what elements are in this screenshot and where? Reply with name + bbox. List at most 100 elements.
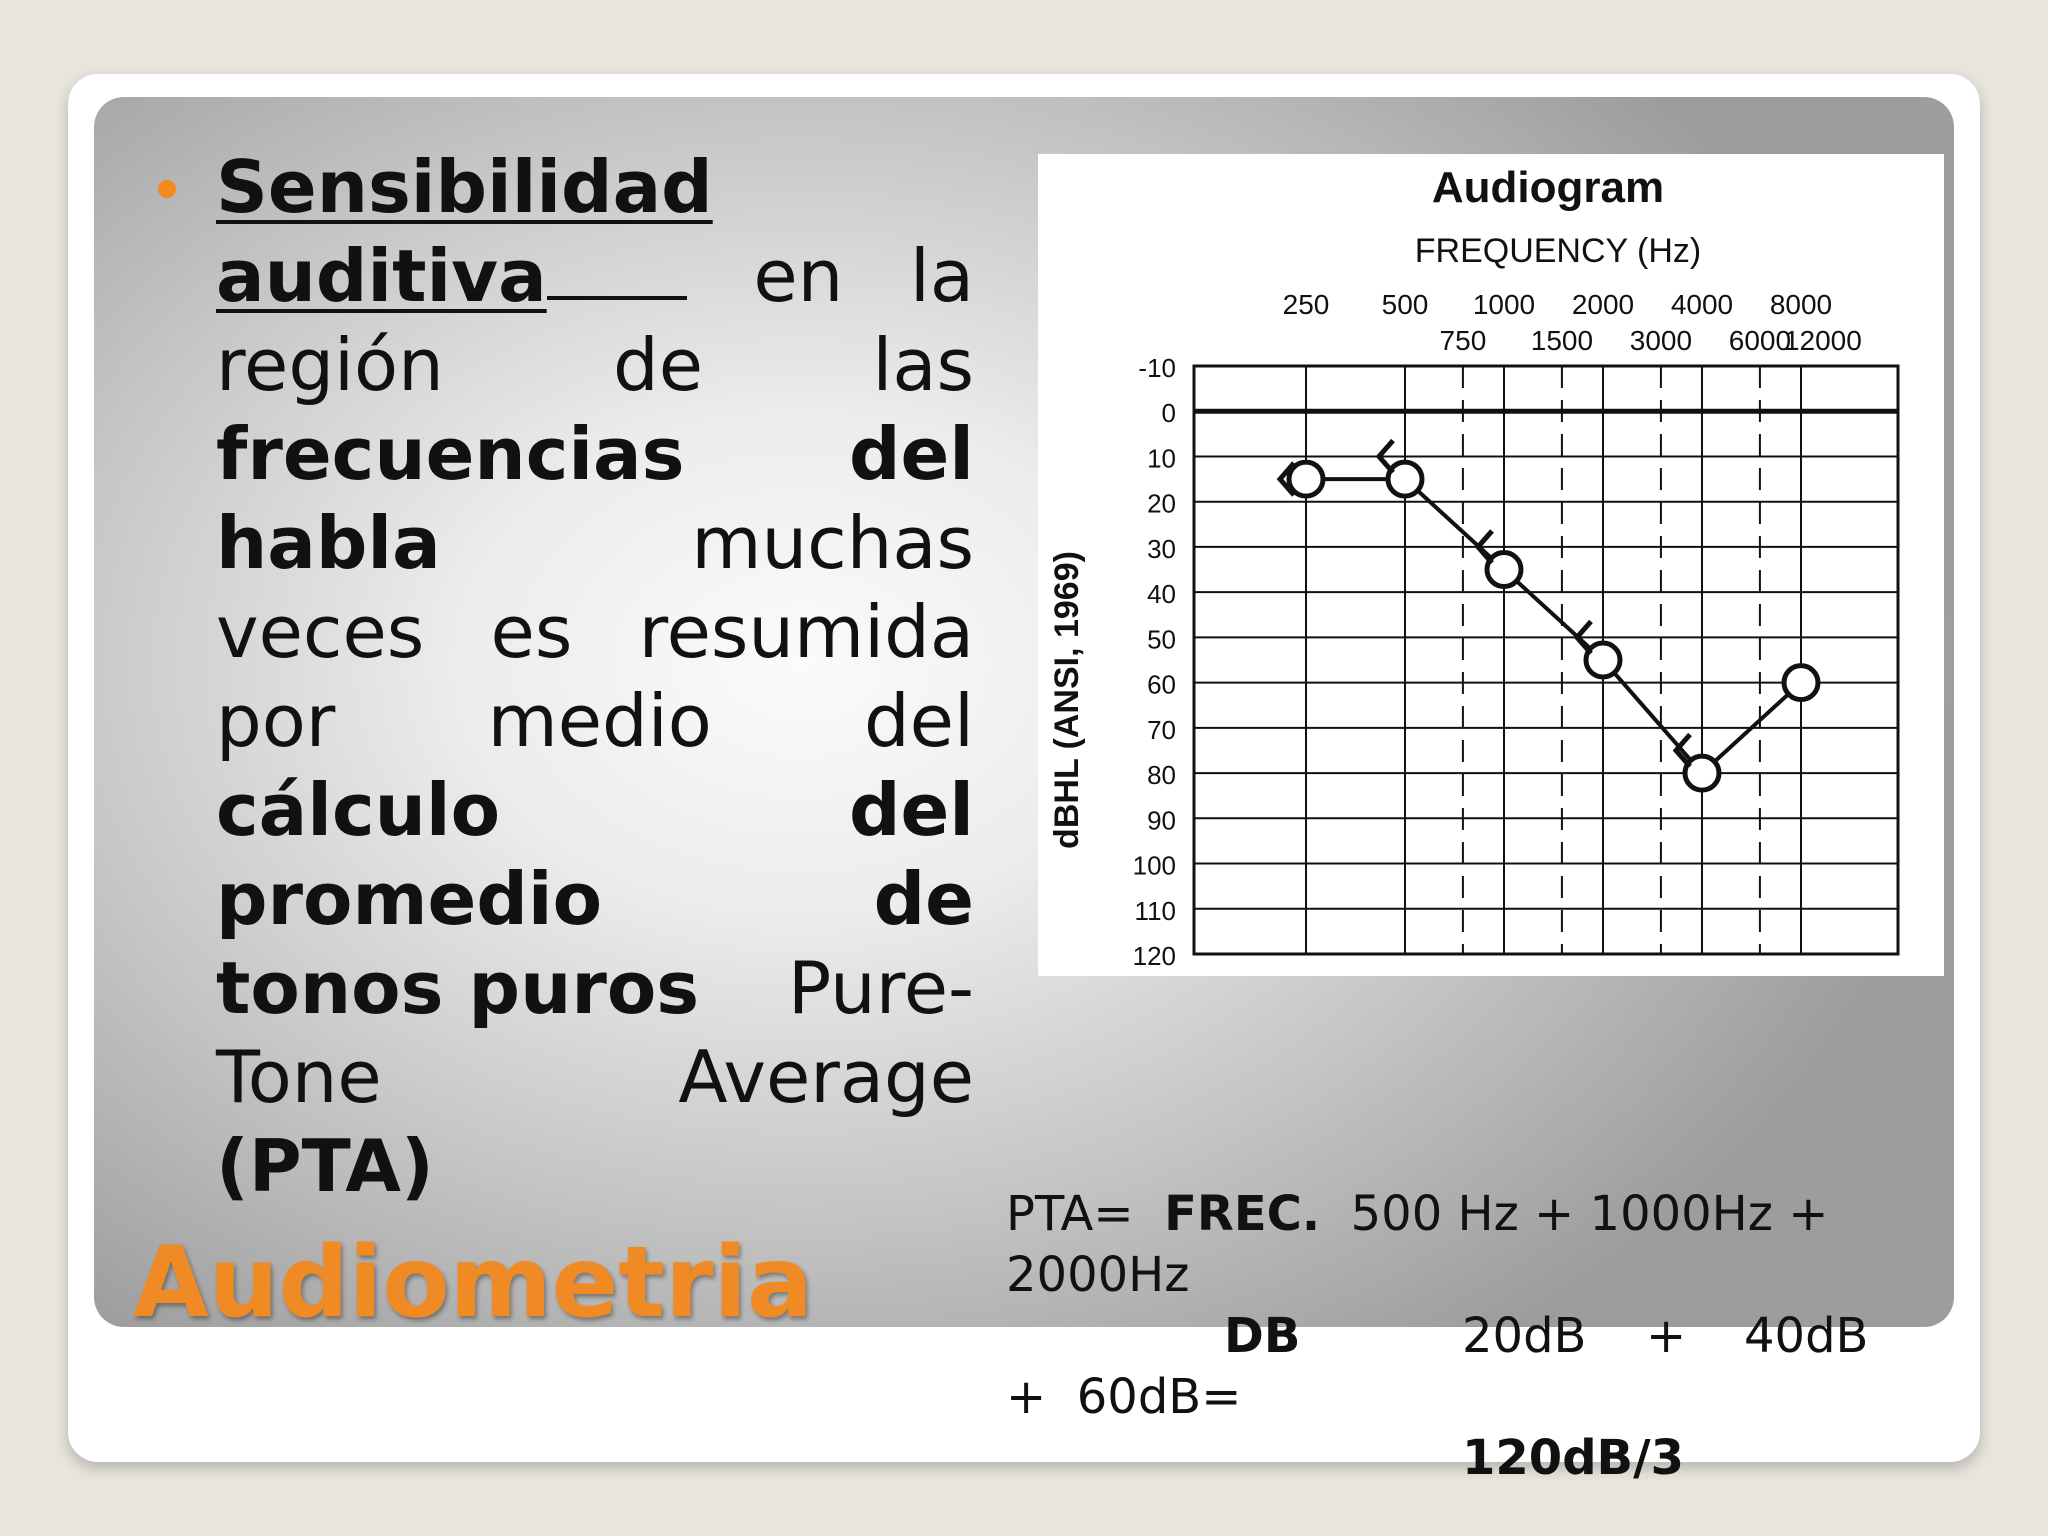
x-tick-label: 500 xyxy=(1382,289,1429,320)
word: región xyxy=(216,323,444,407)
word: resumida xyxy=(638,590,974,674)
text-line: promedio de xyxy=(216,855,974,944)
text-line: (PTA) xyxy=(216,1122,974,1211)
word: del xyxy=(863,679,974,763)
data-point-bracket xyxy=(1276,461,1296,497)
x-tick-label: 12000 xyxy=(1784,325,1862,356)
word: las xyxy=(872,323,974,407)
text-line: cálculo del xyxy=(216,766,974,855)
word: muchas xyxy=(691,501,974,585)
word: de xyxy=(613,323,704,407)
formula-line: PTA= FREC. 500 Hz + 1000Hz + xyxy=(1006,1184,1894,1245)
data-point-circle xyxy=(1484,550,1524,590)
y-tick-label: -10 xyxy=(1138,353,1176,383)
y-tick-label: 100 xyxy=(1133,851,1176,881)
x-tick-label: 8000 xyxy=(1770,289,1832,320)
y-tick-label: 110 xyxy=(1135,896,1176,926)
y-tick-label: 90 xyxy=(1147,805,1176,835)
word: Average xyxy=(678,1035,974,1119)
data-point-circle xyxy=(1781,663,1821,703)
formula-line: 2000Hz xyxy=(1006,1245,1894,1306)
y-tick-label: 20 xyxy=(1147,489,1176,519)
data-point-bracket xyxy=(1474,529,1494,565)
data-point-circle xyxy=(1583,640,1623,680)
text-line: veces es resumida xyxy=(216,588,974,677)
chart-xlabel: FREQUENCY (Hz) xyxy=(1415,232,1702,270)
text-line: tonos puros Pure- xyxy=(216,944,974,1033)
word: habla xyxy=(216,501,441,585)
plus-sign: + xyxy=(1646,1308,1687,1364)
word: en xyxy=(753,234,844,318)
pta-result: 120dB/3 xyxy=(1462,1430,1685,1486)
x-tick-label: 6000 xyxy=(1729,325,1791,356)
chart-grid xyxy=(1192,364,1900,956)
keyword-sensibilidad: Sensibilidad xyxy=(216,145,713,229)
text-line: auditiva en la xyxy=(216,232,974,321)
y-tick-label: 40 xyxy=(1147,579,1176,609)
data-point-circle xyxy=(1385,459,1425,499)
word: frecuencias xyxy=(216,412,685,496)
word: promedio xyxy=(216,857,603,941)
y-tick-label: 60 xyxy=(1147,670,1176,700)
word: Tone xyxy=(216,1035,382,1119)
x-tick-label: 2000 xyxy=(1572,289,1634,320)
frec-expression-cont: 2000Hz xyxy=(1006,1247,1190,1303)
data-point-bracket xyxy=(1375,438,1395,475)
pta-formula: PTA= FREC. 500 Hz + 1000Hz + 2000Hz DB 2… xyxy=(1006,1184,1894,1489)
word: del xyxy=(848,412,974,496)
word: del xyxy=(848,768,974,852)
x-tick-label: 1000 xyxy=(1473,289,1535,320)
x-tick-label: 1500 xyxy=(1531,325,1593,356)
db-value-2: 40dB xyxy=(1744,1308,1869,1364)
word: (PTA) xyxy=(216,1124,434,1208)
audiogram-chart: Audiogram FREQUENCY (Hz) dBHL (ANSI, 196… xyxy=(1038,154,1944,976)
pta-label: PTA= xyxy=(1006,1186,1134,1242)
chart-title: Audiogram xyxy=(1432,163,1664,212)
frec-expression: 500 Hz + 1000Hz + xyxy=(1350,1186,1829,1242)
x-tick-label: 250 xyxy=(1283,289,1330,320)
y-tick-label: 30 xyxy=(1147,534,1176,564)
word: cálculo xyxy=(216,768,501,852)
data-point-circle xyxy=(1286,459,1326,499)
y-tick-label: 0 xyxy=(1162,398,1176,428)
x-tick-label: 3000 xyxy=(1630,325,1692,356)
bullet-icon xyxy=(158,180,176,198)
data-point-bracket xyxy=(1672,732,1692,769)
formula-line: DB 20dB + 40dB xyxy=(1006,1306,1894,1367)
db-value-1: 20dB xyxy=(1462,1308,1587,1364)
series-line xyxy=(1714,693,1789,762)
db-label: DB xyxy=(1224,1308,1301,1364)
series-line xyxy=(1614,672,1691,761)
word: veces xyxy=(216,590,425,674)
y-tick-label: 10 xyxy=(1147,443,1176,473)
data-point-circle xyxy=(1682,753,1722,793)
formula-line: 120dB/3 xyxy=(1006,1428,1894,1489)
formula-line: + 60dB= xyxy=(1006,1367,1894,1428)
text-line: región de las xyxy=(216,321,974,410)
word: es xyxy=(490,590,573,674)
word: medio xyxy=(487,679,712,763)
keyword-auditiva: auditiva xyxy=(216,234,547,318)
y-tick-label: 120 xyxy=(1133,941,1176,971)
x-tick-label: 4000 xyxy=(1671,289,1733,320)
word: la xyxy=(909,234,974,318)
y-tick-label: 50 xyxy=(1147,624,1176,654)
frec-label: FREC. xyxy=(1164,1186,1321,1242)
text-line: frecuencias del xyxy=(216,410,974,499)
slide-title: Audiometria xyxy=(133,1226,814,1340)
y-tick-label: 70 xyxy=(1147,715,1176,745)
text-line: habla muchas xyxy=(216,499,974,588)
chart-frame xyxy=(1192,364,1900,956)
bullet-text: Sensibilidad auditiva en la región de la… xyxy=(216,143,974,1211)
word: por xyxy=(216,679,336,763)
keyword-auditiva-wrap: auditiva xyxy=(216,232,687,321)
word: de xyxy=(873,857,974,941)
text-line: por medio del xyxy=(216,677,974,766)
chart-marks xyxy=(1276,438,1821,793)
chart-ticks: -10 0 10 20 30 40 50 60 70 80 90 100 110 120 250 500 100… xyxy=(1133,289,1862,971)
word: Pure- xyxy=(787,946,974,1030)
word: tonos puros xyxy=(216,946,700,1030)
underline-gap xyxy=(546,232,687,300)
text-line: Sensibilidad xyxy=(216,143,974,232)
x-tick-label: 750 xyxy=(1440,325,1487,356)
